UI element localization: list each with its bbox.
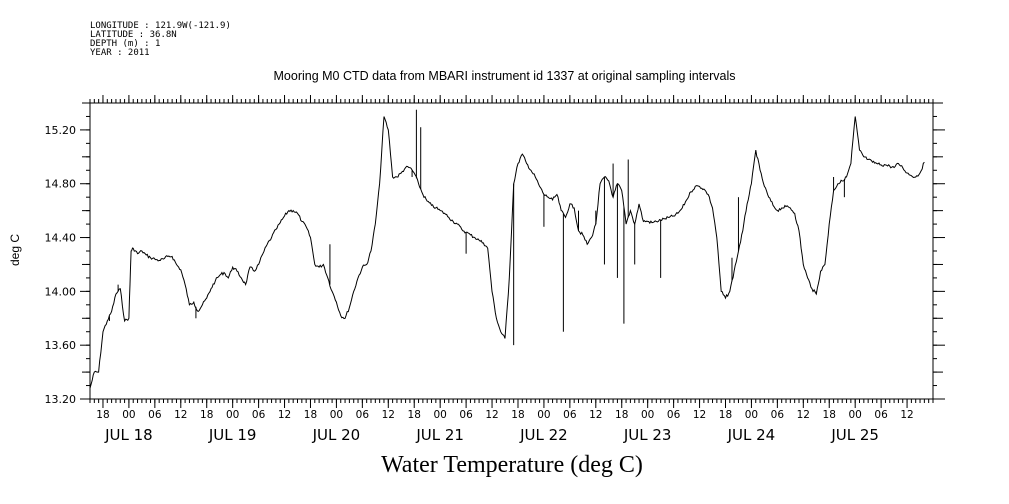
x-tick-label: 00	[122, 409, 135, 421]
y-tick-label: 13.60	[45, 339, 77, 352]
plot-frame	[89, 102, 934, 400]
x-tick-label: 12	[278, 409, 291, 421]
meta-year: YEAR : 2011	[90, 48, 150, 58]
x-tick-label: 12	[693, 409, 706, 421]
x-date-label: JUL 20	[312, 426, 361, 444]
x-tick-label: 00	[330, 409, 343, 421]
y-tick-label: 14.80	[45, 178, 77, 191]
x-tick-label: 00	[641, 409, 654, 421]
x-tick-label: 12	[589, 409, 602, 421]
x-tick-label: 06	[459, 409, 473, 421]
x-date-label: JUL 24	[727, 426, 776, 444]
x-tick-label: 06	[563, 409, 577, 421]
x-tick-label: 18	[511, 409, 524, 421]
x-tick-label: 06	[148, 409, 162, 421]
x-tick-label: 00	[433, 409, 446, 421]
x-tick-label: 00	[226, 409, 239, 421]
x-tick-label: 18	[615, 409, 628, 421]
x-date-label: JUL 18	[104, 426, 153, 444]
x-tick-label: 18	[823, 409, 836, 421]
x-date-label: JUL 21	[415, 426, 464, 444]
x-tick-label: 12	[382, 409, 395, 421]
x-tick-label: 06	[771, 409, 785, 421]
x-tick-label: 18	[304, 409, 317, 421]
x-tick-label: 00	[537, 409, 550, 421]
chart-title: Mooring M0 CTD data from MBARI instrumen…	[273, 69, 736, 83]
x-tick-label: 12	[485, 409, 498, 421]
x-tick-label: 18	[408, 409, 421, 421]
x-date-label: JUL 19	[208, 426, 257, 444]
x-tick-label: 12	[797, 409, 810, 421]
x-tick-label: 06	[667, 409, 681, 421]
meta-depth: DEPTH (m) : 1	[90, 39, 161, 49]
x-date-label: JUL 25	[830, 426, 879, 444]
x-tick-label: 06	[874, 409, 888, 421]
x-tick-label: 18	[96, 409, 109, 421]
x-date-label: JUL 23	[623, 426, 672, 444]
x-tick-label: 06	[252, 409, 266, 421]
y-tick-label: 13.20	[45, 393, 77, 406]
x-tick-label: 06	[356, 409, 370, 421]
x-date-label: JUL 22	[519, 426, 568, 444]
x-axis-label: Water Temperature (deg C)	[381, 452, 643, 478]
x-tick-label: 00	[848, 409, 861, 421]
meta-longitude: LONGITUDE : 121.9W(-121.9)	[90, 21, 231, 31]
x-tick-label: 12	[900, 409, 913, 421]
x-tick-label: 18	[719, 409, 732, 421]
y-tick-label: 14.00	[45, 285, 77, 298]
y-tick-label: 15.20	[45, 124, 77, 137]
x-tick-label: 12	[174, 409, 187, 421]
x-tick-label: 00	[745, 409, 758, 421]
y-tick-label: 14.40	[45, 232, 77, 245]
meta-latitude: LATITUDE : 36.8N	[90, 30, 177, 40]
x-tick-label: 18	[200, 409, 213, 421]
temperature-series-line	[89, 116, 925, 389]
